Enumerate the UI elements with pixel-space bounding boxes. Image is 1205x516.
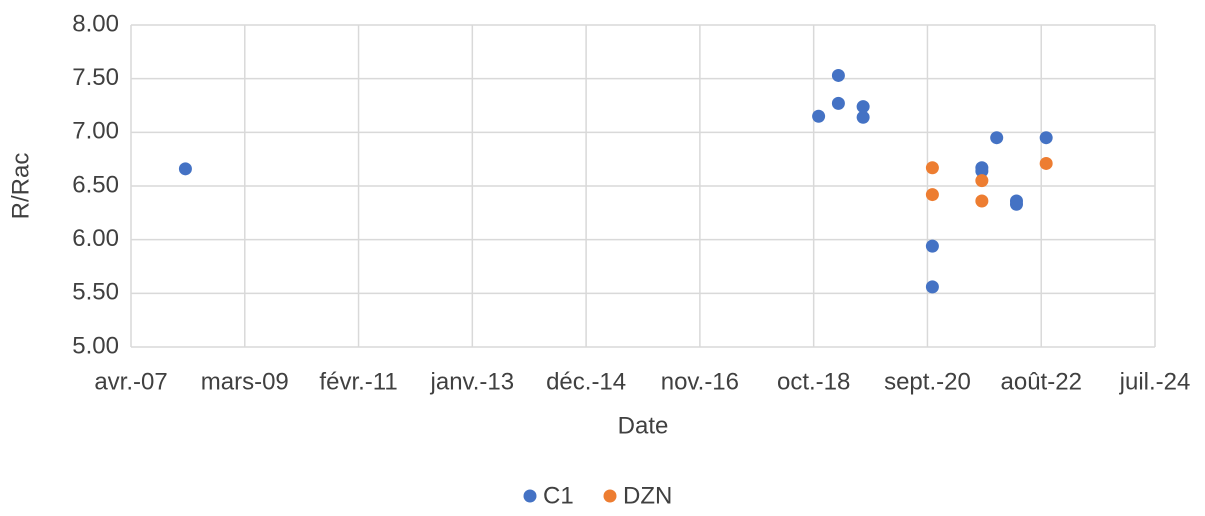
y-tick-label: 6.50 [72, 171, 119, 198]
x-tick-label: mars-09 [201, 368, 289, 395]
x-tick-label: juil.-24 [1119, 368, 1191, 395]
point [831, 96, 845, 110]
point [1039, 156, 1053, 170]
legend-marker [603, 489, 617, 503]
point [925, 239, 939, 253]
y-tick-label: 5.00 [72, 332, 119, 359]
legend-label: C1 [543, 482, 574, 509]
x-tick-label: août-22 [1001, 368, 1082, 395]
y-tick-label: 7.50 [72, 64, 119, 91]
x-tick-label: nov.-16 [661, 368, 739, 395]
y-tick-label: 8.00 [72, 10, 119, 37]
y-axis-label: R/Rac [7, 153, 34, 220]
x-axis-label: Date [618, 412, 669, 439]
x-tick-label: févr.-11 [319, 368, 397, 395]
point [856, 100, 870, 114]
y-tick-label: 7.00 [72, 118, 119, 145]
x-tick-label: janv.-13 [430, 368, 515, 395]
y-tick-label: 6.00 [72, 225, 119, 252]
point [925, 188, 939, 202]
x-tick-label: sept.-20 [884, 368, 971, 395]
point [975, 164, 989, 178]
x-tick-label: avr.-07 [94, 368, 167, 395]
x-tick-label: oct.-18 [777, 368, 850, 395]
point [856, 110, 870, 124]
point [812, 109, 826, 123]
point [831, 68, 845, 82]
point [1009, 197, 1023, 211]
y-tick-label: 5.50 [72, 279, 119, 306]
point [1039, 131, 1053, 145]
legend-label: DZN [623, 482, 672, 509]
point [178, 162, 192, 176]
point [990, 131, 1004, 145]
x-tick-label: déc.-14 [546, 368, 626, 395]
point [975, 194, 989, 208]
point [975, 174, 989, 188]
point [925, 161, 939, 175]
point [925, 280, 939, 294]
legend-marker [523, 489, 537, 503]
